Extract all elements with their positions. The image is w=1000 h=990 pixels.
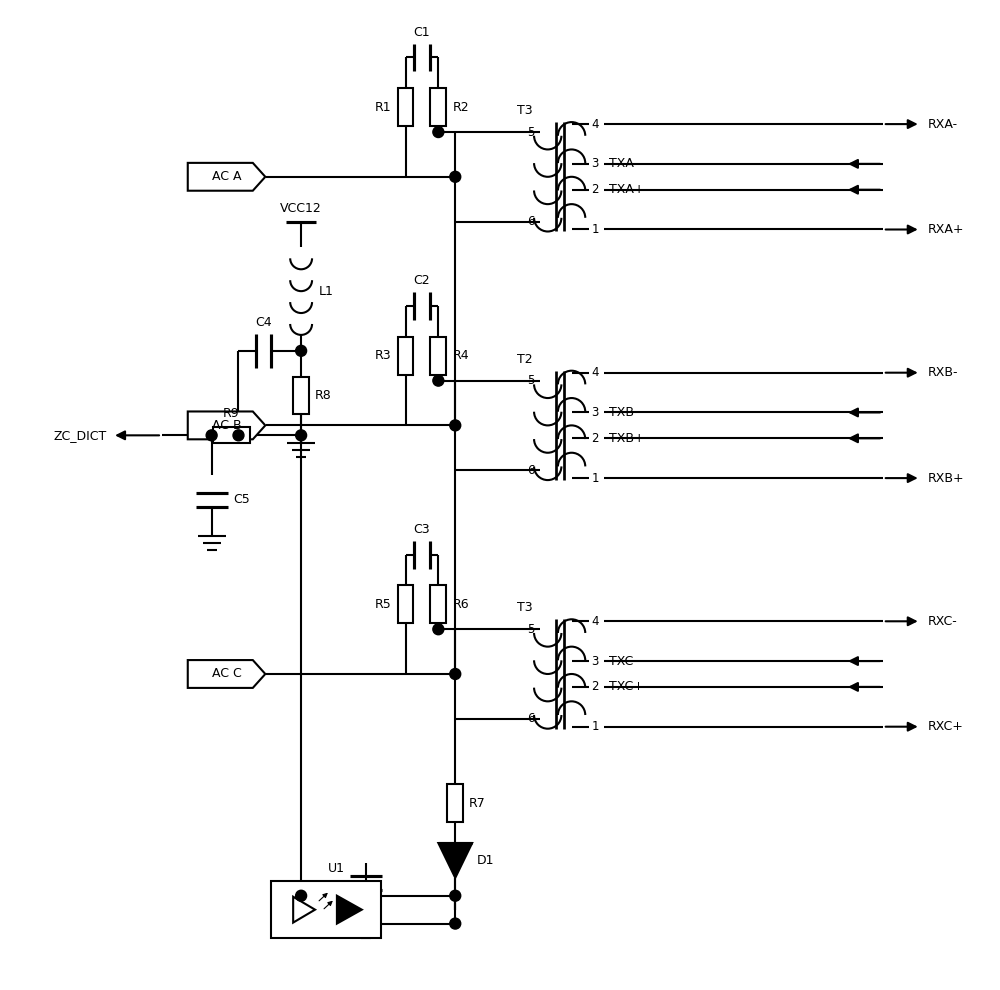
Text: 4: 4 xyxy=(591,615,599,628)
Bar xyxy=(398,585,413,624)
Text: T2: T2 xyxy=(517,352,533,365)
Text: C5: C5 xyxy=(234,493,250,507)
Circle shape xyxy=(233,430,244,441)
Text: TXA-: TXA- xyxy=(609,157,639,170)
Text: R2: R2 xyxy=(452,101,469,114)
Bar xyxy=(213,428,250,444)
Text: L1: L1 xyxy=(319,285,334,298)
Polygon shape xyxy=(188,163,265,191)
Text: R7: R7 xyxy=(469,797,486,810)
Text: T3: T3 xyxy=(517,104,533,117)
Text: RXA+: RXA+ xyxy=(928,223,964,236)
Bar xyxy=(447,784,463,822)
Bar xyxy=(430,88,446,126)
Circle shape xyxy=(450,420,461,431)
Text: 3: 3 xyxy=(591,157,599,170)
Text: 5: 5 xyxy=(527,374,535,387)
Text: AC A: AC A xyxy=(212,170,241,183)
Circle shape xyxy=(450,918,461,929)
Text: 4: 4 xyxy=(591,366,599,379)
Circle shape xyxy=(433,127,444,138)
Text: RXA-: RXA- xyxy=(928,118,958,131)
Circle shape xyxy=(433,375,444,386)
Circle shape xyxy=(296,430,307,441)
Text: T3: T3 xyxy=(517,601,533,615)
Text: D1: D1 xyxy=(477,854,495,867)
Text: AC B: AC B xyxy=(212,419,241,432)
Polygon shape xyxy=(337,896,362,924)
Text: TXC-: TXC- xyxy=(609,654,638,667)
Circle shape xyxy=(450,171,461,182)
Circle shape xyxy=(296,346,307,356)
Text: 1: 1 xyxy=(591,471,599,484)
Text: U1: U1 xyxy=(327,862,344,875)
Text: 5: 5 xyxy=(527,126,535,139)
Text: 3: 3 xyxy=(591,406,599,419)
Text: RXB+: RXB+ xyxy=(928,471,964,484)
Text: RXB-: RXB- xyxy=(928,366,958,379)
Circle shape xyxy=(296,890,307,901)
Polygon shape xyxy=(188,660,265,688)
Bar xyxy=(271,881,381,939)
Text: 6: 6 xyxy=(527,463,535,476)
Bar xyxy=(293,376,309,415)
Text: R9: R9 xyxy=(223,408,240,421)
Circle shape xyxy=(450,668,461,679)
Text: 1: 1 xyxy=(591,223,599,236)
Bar xyxy=(430,585,446,624)
Text: 6: 6 xyxy=(527,712,535,726)
Text: R8: R8 xyxy=(315,389,332,402)
Circle shape xyxy=(450,890,461,901)
Polygon shape xyxy=(188,412,265,440)
Text: VCC12: VCC12 xyxy=(280,202,322,215)
Text: 2: 2 xyxy=(591,680,599,693)
Circle shape xyxy=(433,624,444,635)
Text: TXA+: TXA+ xyxy=(609,183,645,196)
Text: ZC_DICT: ZC_DICT xyxy=(54,429,107,442)
Text: RXC+: RXC+ xyxy=(928,720,963,734)
Bar xyxy=(398,337,413,374)
Bar xyxy=(430,337,446,374)
Bar xyxy=(398,88,413,126)
Text: RXC-: RXC- xyxy=(928,615,957,628)
Circle shape xyxy=(206,430,217,441)
Text: C1: C1 xyxy=(414,26,430,39)
Text: R1: R1 xyxy=(375,101,392,114)
Text: TXB+: TXB+ xyxy=(609,432,645,445)
Polygon shape xyxy=(293,897,315,923)
Text: C2: C2 xyxy=(414,274,430,287)
Text: 3: 3 xyxy=(591,654,599,667)
Text: C4: C4 xyxy=(256,316,272,329)
Text: 6: 6 xyxy=(527,215,535,228)
Text: TXB-: TXB- xyxy=(609,406,639,419)
Polygon shape xyxy=(438,843,472,878)
Text: 1: 1 xyxy=(591,720,599,734)
Text: R4: R4 xyxy=(452,349,469,362)
Text: 2: 2 xyxy=(591,432,599,445)
Text: R6: R6 xyxy=(452,598,469,611)
Text: 2: 2 xyxy=(591,183,599,196)
Text: R3: R3 xyxy=(375,349,392,362)
Text: 4: 4 xyxy=(591,118,599,131)
Text: C3: C3 xyxy=(414,523,430,536)
Text: AC C: AC C xyxy=(212,667,241,680)
Text: R5: R5 xyxy=(375,598,392,611)
Text: 5: 5 xyxy=(527,623,535,636)
Text: TXC+: TXC+ xyxy=(609,680,644,693)
